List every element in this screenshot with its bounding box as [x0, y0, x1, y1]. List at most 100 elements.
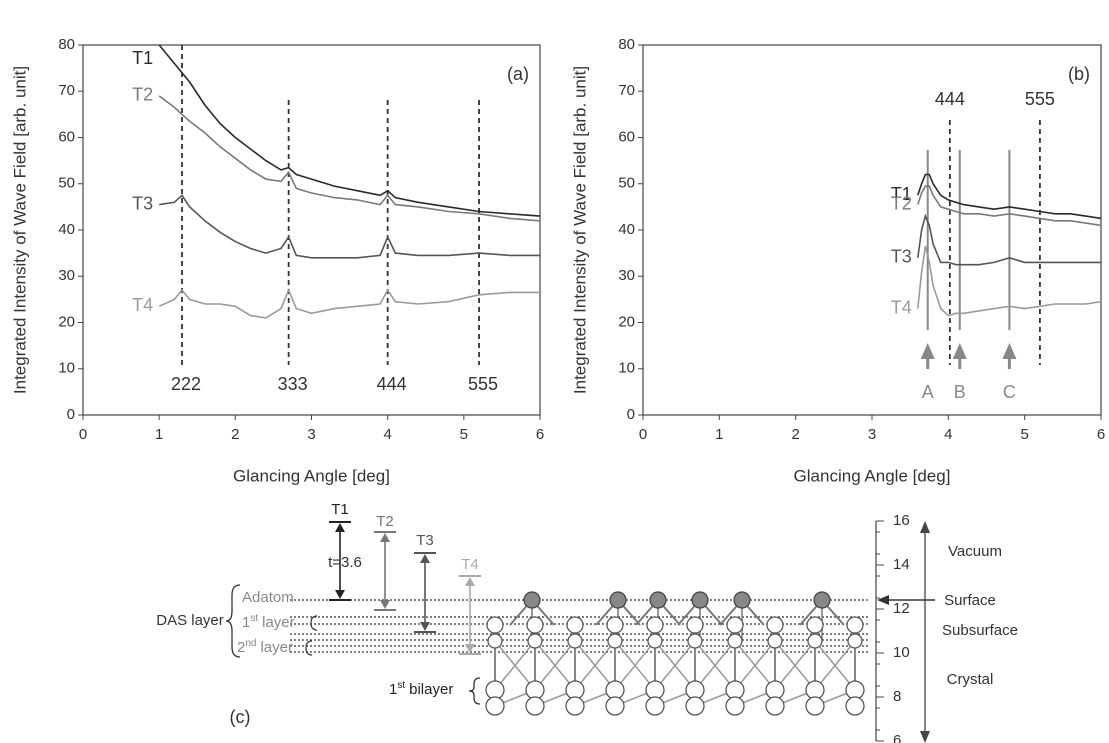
atom: [767, 633, 783, 649]
atom: [687, 633, 703, 649]
reference-label: 555: [468, 374, 498, 394]
x-tick-label: 0: [639, 426, 647, 443]
x-tick-label: 3: [307, 426, 315, 443]
layer-suffix: nd: [245, 638, 256, 649]
x-tick-label: 1: [715, 426, 723, 443]
brace: [225, 584, 241, 658]
adatom: [609, 591, 627, 609]
series-label: T2: [132, 85, 153, 105]
bond: [814, 640, 856, 691]
x-tick-label: 6: [1097, 426, 1105, 443]
layer-number: 2: [237, 639, 245, 656]
scale-tick-label: 10: [893, 644, 910, 661]
y-tick-label: 80: [58, 36, 75, 53]
lattice: [485, 591, 865, 716]
atom: [647, 633, 663, 649]
y-tick-label: 30: [58, 267, 75, 284]
atom: [526, 616, 544, 634]
adatom: [523, 591, 541, 609]
atom: [607, 633, 623, 649]
atom: [725, 696, 745, 716]
y-tick-label: 40: [58, 221, 75, 238]
scale-tick-label: 12: [893, 600, 910, 617]
x-tick-label: 3: [868, 426, 876, 443]
series-line: [917, 246, 1102, 317]
y-tick-label: 70: [58, 82, 75, 99]
marker-arrow: [1002, 343, 1017, 369]
layer-word: bilayer: [409, 681, 453, 698]
reference-label: 444: [377, 374, 407, 394]
y-tick-label: 30: [618, 267, 635, 284]
region-label: Vacuum: [948, 543, 1002, 560]
y-tick-label: 10: [58, 360, 75, 377]
adatom: [813, 591, 831, 609]
layer-suffix: st: [397, 680, 405, 691]
t-label: t=3.6: [328, 554, 362, 571]
atom: [525, 680, 545, 700]
marker-label: A: [922, 382, 934, 402]
region-label: Crystal: [947, 671, 994, 688]
series-label: T1: [132, 48, 153, 68]
bond: [494, 640, 536, 691]
marker-arrow: [952, 343, 967, 369]
series-line: [158, 95, 541, 222]
series-line: [917, 173, 1102, 220]
atom: [805, 680, 825, 700]
bilayer-brace: [468, 677, 481, 705]
y-tick-label: 0: [627, 406, 635, 423]
x-tick-label: 6: [536, 426, 544, 443]
atom: [685, 696, 705, 716]
bond: [774, 640, 816, 691]
scale-tick-label: 6: [893, 732, 901, 743]
bond: [574, 640, 616, 691]
surface-arrow-head: [877, 595, 889, 605]
reference-label: 333: [278, 374, 308, 394]
series-label: T1: [891, 184, 912, 204]
region-label: Subsurface: [942, 622, 1018, 639]
atom: [685, 680, 705, 700]
panel-label: (c): [230, 707, 251, 727]
series-line: [917, 185, 1102, 227]
bond: [694, 640, 736, 691]
adatom: [733, 591, 751, 609]
atom: [765, 680, 785, 700]
thickness-head: [335, 523, 345, 599]
atom: [565, 696, 585, 716]
marker-label: B: [954, 382, 966, 402]
small-brace: [305, 615, 318, 656]
atom: [646, 616, 664, 634]
atom: [727, 633, 743, 649]
scale-tick-label: 14: [893, 556, 910, 573]
atom: [845, 696, 865, 716]
region-label: Surface: [944, 592, 996, 609]
layer-number: 1: [389, 681, 397, 698]
atom: [766, 616, 784, 634]
atom: [847, 633, 863, 649]
atom: [485, 680, 505, 700]
series-label: T4: [891, 297, 912, 317]
atom: [806, 616, 824, 634]
atom: [487, 633, 503, 649]
reference-label: 222: [171, 374, 201, 394]
bond: [534, 640, 576, 691]
y-axis-label: Integrated Intensity of Wave Field [arb.…: [570, 66, 589, 394]
x-tick-label: 0: [79, 426, 87, 443]
bond: [614, 640, 656, 691]
atom: [807, 633, 823, 649]
series-label: T2: [891, 193, 912, 213]
series-line: [159, 194, 540, 259]
series-line: [158, 44, 541, 217]
thickness-head: [420, 554, 430, 631]
marker-arrow: [920, 343, 935, 369]
atom: [605, 680, 625, 700]
thickness-label: T1: [331, 501, 349, 518]
atom: [485, 696, 505, 716]
series-line: [158, 288, 540, 319]
thickness-label: T2: [376, 513, 394, 530]
atom: [846, 616, 864, 634]
atom: [567, 633, 583, 649]
atom: [645, 680, 665, 700]
y-tick-label: 80: [618, 36, 635, 53]
atom: [486, 616, 504, 634]
